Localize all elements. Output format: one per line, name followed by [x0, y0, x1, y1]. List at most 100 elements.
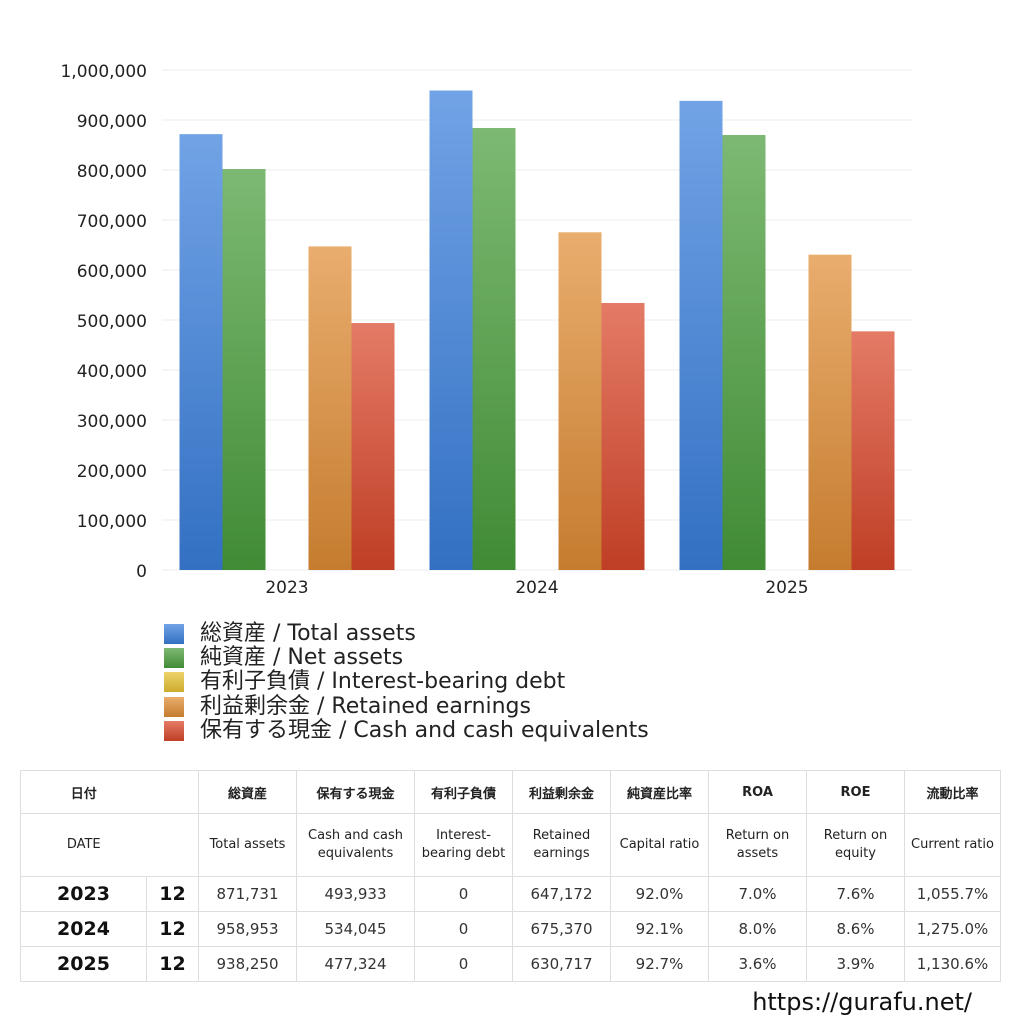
y-tick-label: 300,000 — [77, 412, 147, 432]
bar-2025-0 — [679, 100, 723, 570]
header-en-cell: Interest-bearing debt — [414, 813, 513, 877]
value-cell: 0 — [414, 876, 513, 912]
legend-swatch — [164, 720, 184, 741]
y-tick-label: 900,000 — [77, 112, 147, 132]
bar-2024-1 — [472, 128, 516, 570]
value-cell: 8.0% — [708, 911, 807, 947]
bar-chart: 0 100,000 200,000 300,000 400,000 500,000 600,… — [60, 62, 912, 598]
value-cell: 1,130.6% — [904, 946, 1001, 982]
chart-grid — [162, 69, 912, 571]
value-cell: 630,717 — [512, 946, 611, 982]
y-tick-label: 1,000,000 — [60, 62, 147, 82]
bar-2023-3 — [308, 246, 352, 570]
header-ja-cell: 有利子負債 — [414, 770, 513, 814]
year-cell: 2023 — [20, 876, 147, 912]
table-header-en: DATE Total assets Cash and cash equivalent… — [20, 813, 1001, 877]
source-url[interactable]: https://gurafu.net/ — [752, 988, 972, 1016]
y-tick-label: 500,000 — [77, 312, 147, 332]
value-cell: 8.6% — [806, 911, 905, 947]
value-cell: 534,045 — [296, 911, 415, 947]
value-cell: 1,275.0% — [904, 911, 1001, 947]
legend-swatch — [164, 648, 184, 669]
legend-label: 利益剰余金 / Retained earnings — [200, 693, 531, 719]
y-axis-ticks: 0 100,000 200,000 300,000 400,000 500,000 600,… — [60, 62, 147, 582]
table-row: 2025 12 938,250 477,324 0 630,717 92.7% 3.6% 3.9… — [20, 946, 1001, 982]
value-cell: 493,933 — [296, 876, 415, 912]
y-tick-label: 800,000 — [77, 162, 147, 182]
header-en-cell: Cash and cash equivalents — [296, 813, 415, 877]
financial-table: 日付 総資産 保有する現金 有利子負債 利益剰余金 純資産比率 ROA ROE 流動比率 DAT… — [20, 770, 1001, 982]
header-en-cell — [146, 813, 199, 877]
y-tick-label: 600,000 — [77, 262, 147, 282]
bar-2025-1 — [722, 135, 766, 570]
value-cell: 7.6% — [806, 876, 905, 912]
bar-2024-0 — [429, 90, 473, 570]
legend-swatch — [164, 672, 184, 693]
legend-label: 総資産 / Total assets — [200, 621, 416, 646]
legend-item: 利益剰余金 / Retained earnings — [164, 693, 649, 719]
header-ja-cell: 純資産比率 — [610, 770, 709, 814]
legend-item: 有利子負債 / Interest-bearing debt — [164, 670, 649, 694]
chart-bars — [179, 90, 895, 571]
header-en-cell: Capital ratio — [610, 813, 709, 877]
value-cell: 938,250 — [198, 946, 297, 982]
x-tick-label: 2023 — [265, 578, 308, 598]
header-en-cell: Retained earnings — [512, 813, 611, 877]
x-tick-label: 2025 — [765, 578, 808, 598]
month-cell: 12 — [146, 946, 199, 982]
legend-label: 純資産 / Net assets — [200, 645, 404, 671]
value-cell: 7.0% — [708, 876, 807, 912]
header-ja-cell: 流動比率 — [904, 770, 1001, 814]
y-tick-label: 0 — [136, 562, 147, 582]
value-cell: 0 — [414, 946, 513, 982]
header-ja-cell: 総資産 — [198, 770, 297, 814]
value-cell: 92.1% — [610, 911, 709, 947]
value-cell: 958,953 — [198, 911, 297, 947]
legend-swatch — [164, 696, 184, 717]
y-tick-label: 700,000 — [77, 212, 147, 232]
header-en-cell: DATE — [20, 813, 147, 877]
bar-2025-4 — [851, 331, 895, 570]
legend-item: 総資産 / Total assets — [164, 621, 649, 646]
y-tick-label: 100,000 — [77, 512, 147, 532]
bar-2023-1 — [222, 169, 266, 570]
legend-label: 有利子負債 / Interest-bearing debt — [200, 669, 566, 695]
bar-2024-3 — [558, 232, 602, 570]
bar-2023-4 — [351, 323, 395, 570]
legend-swatch — [164, 624, 184, 645]
value-cell: 3.6% — [708, 946, 807, 982]
header-en-cell: Current ratio — [904, 813, 1001, 877]
table-header-ja: 日付 総資産 保有する現金 有利子負債 利益剰余金 純資産比率 ROA ROE 流動比率 — [20, 770, 1001, 814]
legend-item: 純資産 / Net assets — [164, 645, 649, 671]
bar-2023-0 — [179, 134, 223, 570]
chart-legend: 総資産 / Total assets 純資産 / Net assets 有利子負債 … — [164, 621, 649, 743]
year-cell: 2025 — [20, 946, 147, 982]
legend-item: 保有する現金 / Cash and cash equivalents — [164, 717, 649, 743]
header-en-cell: Total assets — [198, 813, 297, 877]
table-row: 2023 12 871,731 493,933 0 647,172 92.0% 7.0% 7.6… — [20, 876, 1001, 912]
value-cell: 675,370 — [512, 911, 611, 947]
legend-label: 保有する現金 / Cash and cash equivalents — [200, 717, 649, 743]
table-row: 2024 12 958,953 534,045 0 675,370 92.1% 8.0% 8.6… — [20, 911, 1001, 947]
header-ja-cell: ROA — [708, 770, 807, 814]
header-ja-cell: 保有する現金 — [296, 770, 415, 814]
month-cell: 12 — [146, 876, 199, 912]
x-axis-ticks: 2023 2024 2025 — [265, 578, 808, 598]
value-cell: 871,731 — [198, 876, 297, 912]
year-cell: 2024 — [20, 911, 147, 947]
header-ja-cell: 日付 — [20, 770, 147, 814]
y-tick-label: 200,000 — [77, 462, 147, 482]
value-cell: 1,055.7% — [904, 876, 1001, 912]
header-ja-cell: 利益剰余金 — [512, 770, 611, 814]
value-cell: 0 — [414, 911, 513, 947]
table-body: 2023 12 871,731 493,933 0 647,172 92.0% 7.0% 7.6… — [20, 876, 1001, 982]
value-cell: 647,172 — [512, 876, 611, 912]
value-cell: 3.9% — [806, 946, 905, 982]
bar-2025-3 — [808, 254, 852, 571]
month-cell: 12 — [146, 911, 199, 947]
header-ja-cell — [146, 770, 199, 814]
y-tick-label: 400,000 — [77, 362, 147, 382]
header-en-cell: Return on equity — [806, 813, 905, 877]
header-en-cell: Return on assets — [708, 813, 807, 877]
x-tick-label: 2024 — [515, 578, 558, 598]
